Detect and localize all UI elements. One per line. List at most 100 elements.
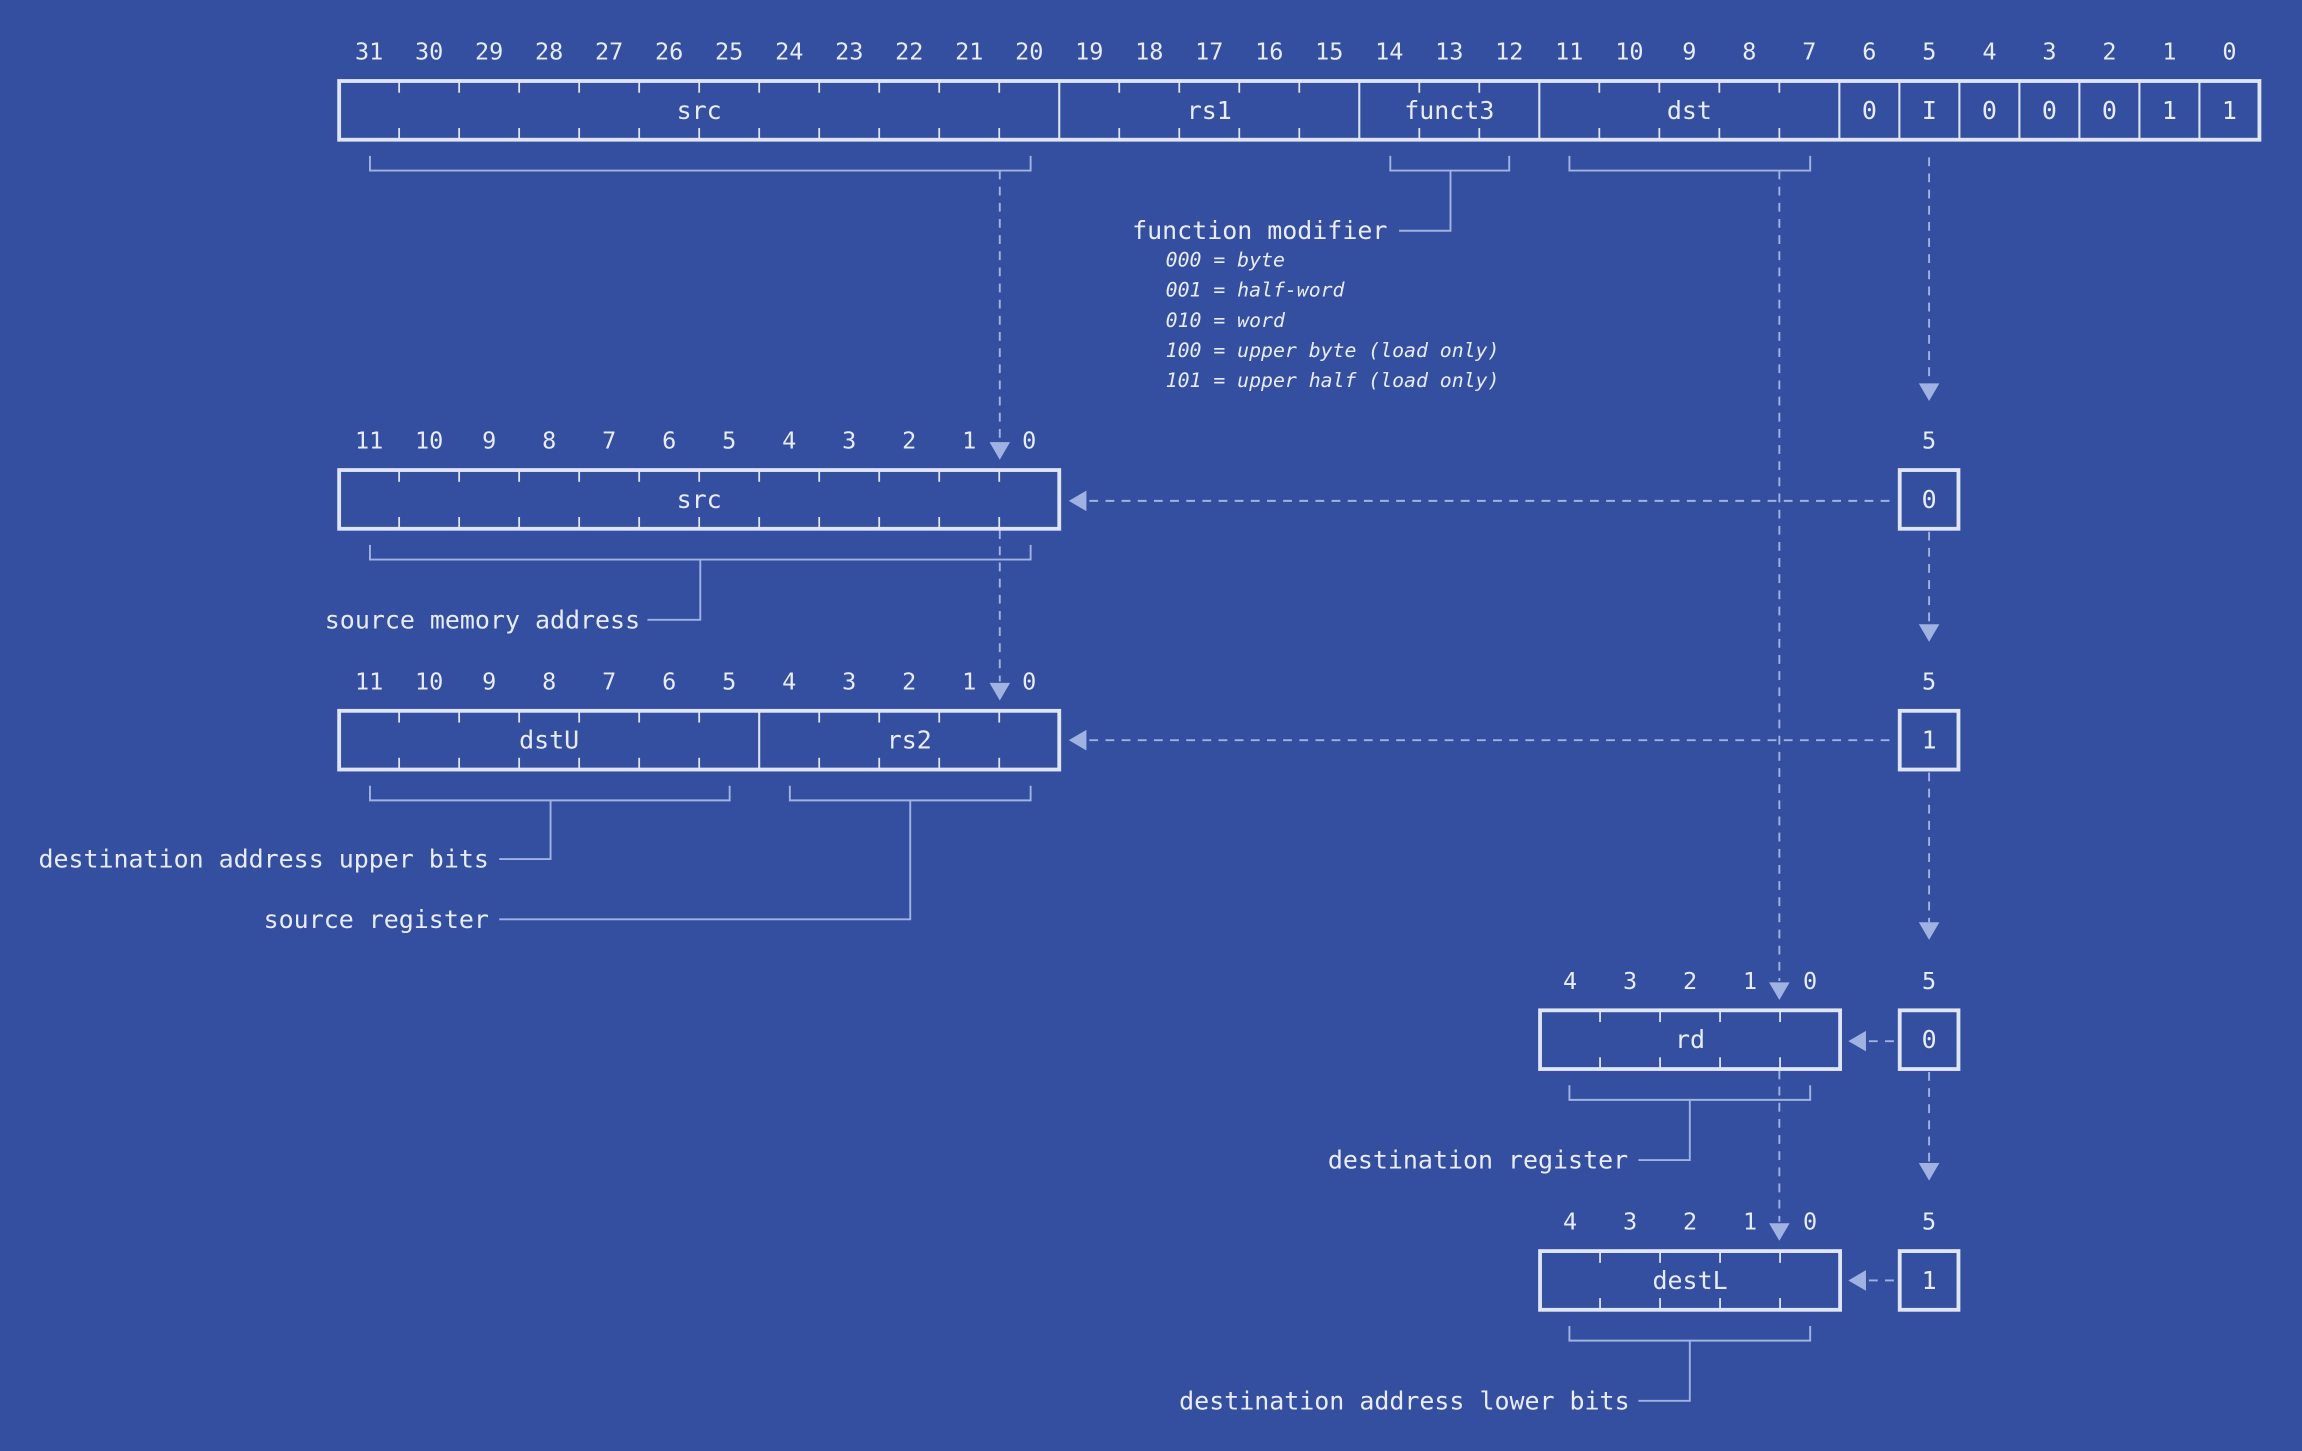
flag-value: 0 (1922, 1025, 1937, 1054)
bit-number: 8 (542, 427, 556, 455)
flag-bit-number: 5 (1922, 667, 1936, 695)
flag-value: 1 (1922, 726, 1937, 755)
bit-number: 30 (415, 38, 443, 66)
bit-number: 2 (902, 427, 916, 455)
function-modifier-label: function modifier (1132, 216, 1387, 245)
bit-number: 24 (775, 38, 803, 66)
function-modifier-option: 000 = byte (1166, 249, 1285, 272)
bit-number: 0 (1803, 967, 1817, 995)
bit-number: 3 (842, 427, 856, 455)
src-arrow-icon (989, 442, 1011, 460)
field-7: 0 (2042, 96, 2057, 125)
bit-number: 4 (1563, 967, 1577, 995)
flag-bit-number: 5 (1922, 427, 1936, 455)
leader-line (499, 800, 912, 921)
arrow-left-icon (1848, 1270, 1866, 1291)
arrow-left-icon (1848, 1030, 1866, 1052)
bit-number: 10 (415, 427, 443, 455)
field-2: funct3 (1404, 96, 1494, 125)
flag-box (1897, 468, 1961, 531)
bit-number: 31 (355, 38, 383, 66)
src-bracket (369, 544, 1032, 561)
bit-number: 2 (1683, 1208, 1697, 1236)
bit-number: 4 (782, 667, 796, 695)
bit-number: 3 (2042, 38, 2056, 66)
flag-value: 0 (1922, 485, 1937, 514)
bit-number: 11 (1555, 38, 1583, 66)
function-modifier-option: 101 = upper half (load only) (1166, 369, 1500, 392)
leader-line (499, 800, 552, 861)
bit-number: 9 (482, 427, 496, 455)
bit-number: 20 (1015, 38, 1043, 66)
bit-number: 1 (1743, 967, 1757, 995)
bit-number: 21 (955, 38, 983, 66)
bit-number: 22 (895, 38, 923, 66)
field-9: 1 (2162, 96, 2177, 125)
flag-box (1897, 1249, 1961, 1312)
register-box (1538, 1249, 1843, 1312)
dst-arrow-icon (1769, 1223, 1790, 1241)
field-3: dst (1667, 96, 1712, 125)
bit-number: 0 (1022, 427, 1036, 455)
destination-address-lower-bits-label: destination address lower bits (1179, 1386, 1629, 1415)
bit-number: 8 (542, 667, 556, 695)
flag-box (1897, 1008, 1961, 1071)
field-0: src (677, 485, 722, 514)
function-modifier-option: 100 = upper byte (load only) (1166, 339, 1500, 362)
bit-number: 12 (1495, 38, 1523, 66)
bit-number: 3 (1623, 1208, 1637, 1236)
rs2-bracket (788, 785, 1032, 802)
bit-number: 14 (1375, 38, 1403, 66)
bit-number: 6 (662, 427, 676, 455)
destination-address-upper-bits-label: destination address upper bits (38, 845, 488, 874)
field-5: I (1922, 96, 1937, 125)
field-0: dstU (519, 726, 579, 755)
field-0: rd (1675, 1025, 1705, 1054)
leader-line (647, 559, 702, 621)
bit-number: 10 (415, 667, 443, 695)
bit-number: 19 (1075, 38, 1103, 66)
arrow-left-icon (1068, 729, 1087, 751)
destL-bracket (1568, 1325, 1812, 1342)
bit-number: 0 (2222, 38, 2236, 66)
bit-number: 8 (1742, 38, 1756, 66)
funct3-bracket (1389, 155, 1511, 172)
bit-number: 27 (595, 38, 623, 66)
bit-number: 1 (962, 667, 976, 695)
funct3-leader (1399, 170, 1452, 232)
flag-arrow-icon (1918, 624, 1940, 642)
bit-number: 26 (655, 38, 683, 66)
field-6: 0 (1982, 96, 1997, 125)
bit-number: 10 (1615, 38, 1643, 66)
register-box (1538, 1008, 1843, 1071)
flag-bit-number: 5 (1922, 967, 1936, 995)
field-10: 1 (2222, 96, 2237, 125)
function-modifier-option: 001 = half-word (1166, 279, 1346, 302)
bit-number: 17 (1195, 38, 1223, 66)
bit-number: 16 (1255, 38, 1283, 66)
bit-number: 5 (1922, 38, 1936, 66)
bit-number: 1 (2162, 38, 2176, 66)
bit-number: 3 (1623, 967, 1637, 995)
bit-number: 7 (602, 667, 616, 695)
field-0: src (677, 96, 722, 125)
src-arrow-icon (989, 682, 1011, 701)
flag-arrow-icon (1918, 383, 1940, 402)
bit-number: 7 (1802, 38, 1816, 66)
bit-number: 9 (482, 667, 496, 695)
bit-number: 11 (355, 667, 383, 695)
arrow-left-icon (1068, 490, 1087, 512)
bit-number: 4 (1563, 1208, 1577, 1236)
bit-number: 23 (835, 38, 863, 66)
bit-number: 0 (1803, 1208, 1817, 1236)
bit-number: 5 (722, 667, 736, 695)
flag-arrow-icon (1918, 1162, 1940, 1181)
bit-number: 1 (962, 427, 976, 455)
bit-number: 2 (1683, 967, 1697, 995)
flag-box (1897, 708, 1961, 772)
destination-register-label: destination register (1328, 1146, 1628, 1175)
bit-number: 5 (722, 427, 736, 455)
field-4: 0 (1862, 96, 1877, 125)
bit-number: 4 (782, 427, 796, 455)
